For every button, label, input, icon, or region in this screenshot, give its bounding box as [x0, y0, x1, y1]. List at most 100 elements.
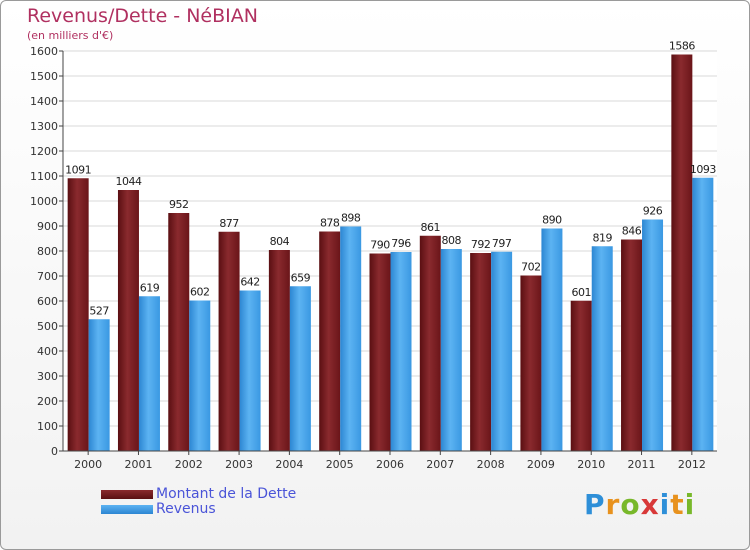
bar-revenus: [491, 251, 513, 451]
data-label-revenus: 527: [89, 304, 109, 317]
chart-title: Revenus/Dette - NéBIAN: [27, 5, 258, 27]
y-tick-label: 1100: [30, 170, 58, 183]
data-label-dette: 804: [270, 235, 290, 248]
x-tick-label: 2007: [426, 458, 454, 471]
y-tick-label: 1200: [30, 145, 58, 158]
y-tick-label: 200: [37, 395, 58, 408]
brand-logo-letter: r: [605, 488, 621, 521]
bar-dette: [671, 54, 693, 451]
y-tick-label: 700: [37, 270, 58, 283]
brand-logo-letter: P: [584, 488, 606, 521]
brand-logo-letter: x: [640, 488, 660, 521]
data-label-dette: 878: [320, 217, 340, 230]
x-tick-label: 2003: [225, 458, 253, 471]
y-tick-label: 300: [37, 370, 58, 383]
data-label-revenus: 819: [592, 231, 612, 244]
bar-dette: [369, 253, 391, 451]
bar-revenus: [692, 177, 714, 451]
bar-revenus: [390, 252, 412, 451]
data-label-dette: 846: [622, 225, 642, 238]
bar-revenus: [138, 296, 160, 451]
brand-logo-letter: o: [620, 488, 641, 521]
x-tick-label: 2009: [527, 458, 555, 471]
y-tick-label: 1400: [30, 95, 58, 108]
y-tick-label: 800: [37, 245, 58, 258]
y-tick-label: 600: [37, 295, 58, 308]
bar-revenus: [541, 228, 563, 451]
chart-subtitle: (en milliers d'€): [27, 29, 114, 42]
brand-logo-letter: t: [670, 488, 685, 521]
bar-dette: [218, 231, 240, 451]
bar-revenus: [239, 290, 261, 451]
brand-logo-letter: i: [684, 488, 696, 521]
bar-revenus: [642, 219, 664, 451]
data-label-dette: 952: [169, 198, 189, 211]
x-tick-label: 2006: [376, 458, 404, 471]
data-label-revenus: 796: [391, 237, 411, 250]
x-tick-label: 2005: [326, 458, 354, 471]
data-label-dette: 877: [219, 217, 239, 230]
x-tick-label: 2001: [124, 458, 152, 471]
bar-dette: [67, 178, 89, 451]
data-label-dette: 1091: [65, 163, 91, 176]
x-tick-label: 2002: [175, 458, 203, 471]
bar-dette: [319, 231, 341, 451]
data-label-revenus: 808: [442, 234, 462, 247]
data-label-revenus: 659: [291, 271, 311, 284]
legend-swatch-dette: [101, 490, 153, 499]
x-tick-label: 2010: [577, 458, 605, 471]
bar-revenus: [591, 246, 613, 451]
bar-dette: [268, 250, 290, 451]
data-label-dette: 601: [571, 286, 591, 299]
x-tick-label: 2012: [678, 458, 706, 471]
data-label-revenus: 797: [492, 237, 512, 250]
data-label-revenus: 602: [190, 286, 210, 299]
bar-dette: [570, 300, 592, 451]
data-label-dette: 1586: [669, 40, 695, 53]
data-label-revenus: 1093: [690, 163, 716, 176]
bar-revenus: [340, 226, 362, 451]
x-tick-label: 2004: [275, 458, 303, 471]
y-tick-label: 1300: [30, 120, 58, 133]
data-label-revenus: 619: [140, 281, 160, 294]
bar-dette: [621, 239, 643, 451]
brand-logo: Proxiti: [584, 488, 695, 521]
data-labels: 1091 527 1044 619 952 602 877 642 804 659 878 898 79…: [65, 40, 717, 318]
legend-label-revenus: Revenus: [156, 501, 216, 517]
y-tick-label: 0: [51, 445, 58, 458]
data-label-dette: 1044: [115, 175, 141, 188]
y-tick-label: 1000: [30, 195, 58, 208]
data-label-dette: 792: [471, 238, 491, 251]
bar-dette: [419, 235, 441, 451]
y-tick-label: 100: [37, 420, 58, 433]
data-label-dette: 861: [421, 221, 441, 234]
bar-dette: [168, 213, 190, 451]
x-tick-label: 2011: [628, 458, 656, 471]
bar-revenus: [189, 300, 211, 451]
y-tick-label: 900: [37, 220, 58, 233]
data-label-dette: 790: [370, 239, 390, 252]
bar-revenus: [289, 286, 311, 451]
data-label-revenus: 926: [643, 205, 663, 218]
data-label-dette: 702: [521, 261, 541, 274]
y-tick-label: 400: [37, 345, 58, 358]
brand-logo-letter: i: [659, 488, 671, 521]
y-tick-label: 1600: [30, 45, 58, 58]
legend-label-dette: Montant de la Dette: [156, 486, 297, 502]
y-tick-label: 1500: [30, 70, 58, 83]
bar-revenus: [440, 249, 462, 451]
bars: [67, 54, 714, 451]
x-tick-label: 2008: [477, 458, 505, 471]
x-tick-label: 2000: [74, 458, 102, 471]
bar-dette: [470, 253, 492, 451]
data-label-revenus: 642: [240, 276, 260, 289]
data-label-revenus: 898: [341, 212, 361, 225]
bar-dette: [520, 275, 542, 451]
y-tick-label: 500: [37, 320, 58, 333]
legend-swatch-revenus: [101, 505, 153, 514]
bar-revenus: [88, 319, 110, 451]
data-label-revenus: 890: [542, 214, 562, 227]
bar-dette: [117, 190, 139, 451]
